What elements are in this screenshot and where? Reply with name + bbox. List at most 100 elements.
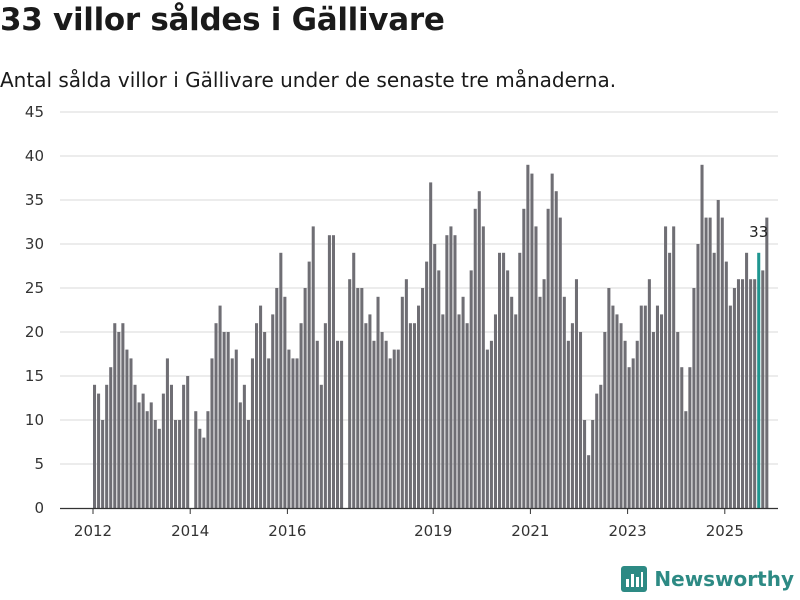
- bar: [246, 420, 250, 508]
- bar: [101, 420, 105, 508]
- bar: [230, 358, 234, 508]
- bar: [651, 332, 655, 508]
- bar: [174, 420, 178, 508]
- y-tick-label: 15: [25, 367, 44, 385]
- bar: [676, 332, 680, 508]
- bar: [222, 332, 226, 508]
- bar: [518, 252, 522, 508]
- bar: [425, 261, 429, 508]
- bar: [591, 420, 595, 508]
- bar: [603, 332, 607, 508]
- bar: [550, 173, 554, 508]
- bars: [93, 164, 769, 509]
- bar: [639, 305, 643, 508]
- bar: [469, 270, 473, 508]
- bar: [753, 279, 757, 508]
- bar: [400, 296, 404, 508]
- brand-name: Newsworthy: [654, 567, 794, 591]
- bar: [688, 367, 692, 508]
- bar: [453, 235, 457, 508]
- bar: [352, 252, 356, 508]
- x-tick-label: 2014: [171, 522, 209, 540]
- bar: [574, 279, 578, 508]
- bar: [348, 279, 352, 508]
- bar: [635, 340, 639, 508]
- y-tick-label: 0: [34, 499, 44, 517]
- bar: [732, 288, 736, 508]
- bar: [368, 314, 372, 508]
- bar: [704, 217, 708, 508]
- bar: [303, 288, 307, 508]
- bar: [287, 349, 291, 508]
- bar: [506, 270, 510, 508]
- y-tick-label: 35: [25, 191, 44, 209]
- bar: [279, 252, 283, 508]
- bar: [323, 323, 327, 508]
- bar: [133, 384, 137, 508]
- bar: [433, 244, 437, 508]
- bar: [485, 349, 489, 508]
- bar: [526, 164, 530, 509]
- bar: [206, 411, 210, 508]
- bar: [680, 367, 684, 508]
- bar: [356, 288, 360, 508]
- bar: [376, 296, 380, 508]
- bar: [291, 358, 295, 508]
- bar: [542, 279, 546, 508]
- bar: [149, 402, 153, 508]
- bar: [437, 270, 441, 508]
- bar: [384, 340, 388, 508]
- bar: [623, 340, 627, 508]
- y-tick-label: 20: [25, 323, 44, 341]
- bar: [319, 384, 323, 508]
- bar: [579, 332, 583, 508]
- bar: [218, 305, 222, 508]
- bar: [129, 358, 133, 508]
- bar: [417, 305, 421, 508]
- bar: [267, 358, 271, 508]
- x-tick-label: 2016: [268, 522, 306, 540]
- bar: [554, 191, 558, 508]
- bar: [141, 393, 145, 508]
- bar: [242, 384, 246, 508]
- bar: [263, 332, 267, 508]
- bar: [340, 340, 344, 508]
- bar: [498, 252, 502, 508]
- bar: [587, 455, 591, 508]
- newsworthy-logo[interactable]: Newsworthy: [621, 566, 794, 592]
- bar: [477, 191, 481, 508]
- bar: [595, 393, 599, 508]
- bar: [259, 305, 263, 508]
- bar: [534, 226, 538, 508]
- bar: [619, 323, 623, 508]
- bar: [643, 305, 647, 508]
- bar: [121, 323, 125, 508]
- bar: [327, 235, 331, 508]
- bar: [514, 314, 518, 508]
- bar: [145, 411, 149, 508]
- bar: [315, 340, 319, 508]
- bar: [761, 270, 765, 508]
- x-tick-label: 2021: [511, 522, 549, 540]
- bar: [178, 420, 182, 508]
- bar: [720, 217, 724, 508]
- bar: [562, 296, 566, 508]
- bar: [161, 393, 165, 508]
- bar: [336, 340, 340, 508]
- bar: [611, 305, 615, 508]
- bar: [473, 208, 477, 509]
- bar: [607, 288, 611, 508]
- bar: [125, 349, 129, 508]
- bar: [765, 217, 769, 508]
- bar: [360, 288, 364, 508]
- bar: [700, 164, 704, 509]
- bar: [449, 226, 453, 508]
- bar: [307, 261, 311, 508]
- bar: [530, 173, 534, 508]
- bar: [408, 323, 412, 508]
- bar: [198, 428, 202, 508]
- bar: [489, 340, 493, 508]
- bar: [117, 332, 121, 508]
- bar: [250, 358, 254, 508]
- bar: [226, 332, 230, 508]
